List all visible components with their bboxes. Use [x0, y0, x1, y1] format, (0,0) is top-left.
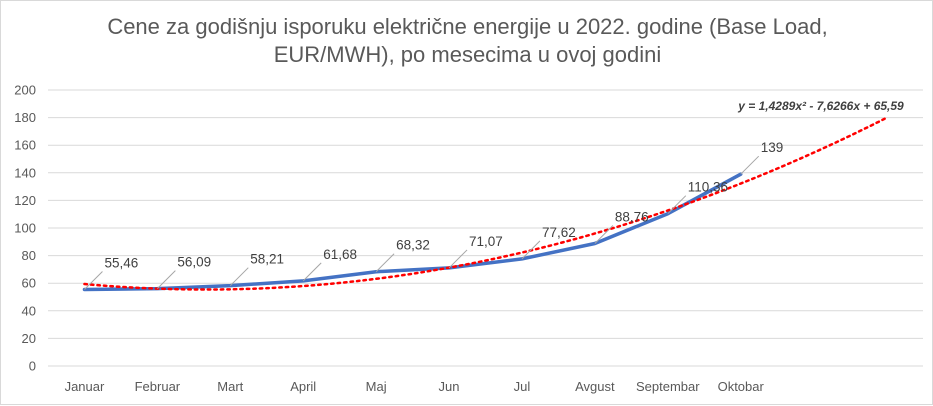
y-tick-label: 20	[22, 331, 36, 346]
data-label: 71,07	[469, 234, 503, 249]
y-tick-label: 0	[29, 359, 36, 374]
data-label: 88,76	[615, 210, 649, 225]
data-label-leader	[521, 240, 541, 260]
data-label-leader	[594, 225, 614, 244]
x-tick-label: Avgust	[575, 379, 615, 394]
chart-title-line1: Cene za godišnju isporuku električne ene…	[107, 14, 828, 39]
x-tick-label: Jul	[514, 379, 531, 394]
y-tick-label: 60	[22, 276, 36, 291]
y-tick-label: 100	[14, 221, 36, 236]
x-tick-label: Oktobar	[718, 379, 765, 394]
y-tick-label: 40	[22, 303, 36, 318]
data-label: 139	[761, 140, 784, 155]
y-tick-label: 140	[14, 165, 36, 180]
data-label: 110,36	[688, 180, 728, 195]
y-tick-label: 120	[14, 193, 36, 208]
data-label-leader	[740, 155, 760, 175]
x-tick-label: Jun	[439, 379, 460, 394]
x-tick-label: Mart	[217, 379, 243, 394]
x-tick-label: Septembar	[636, 379, 700, 394]
y-tick-label: 80	[22, 248, 36, 263]
data-label-leader	[157, 270, 176, 289]
trendline-equation: y = 1,4289x² - 7,6266x + 65,59	[737, 99, 904, 113]
y-tick-label: 200	[14, 83, 36, 98]
data-label: 55,46	[104, 255, 138, 270]
data-label-leader	[448, 249, 468, 269]
x-tick-label: April	[290, 379, 316, 394]
chart-title-line2: EUR/MWH), po mesecima u ovoj godini	[273, 42, 662, 67]
data-label-leader	[229, 267, 249, 287]
data-label: 68,32	[396, 238, 430, 253]
series-line	[82, 172, 743, 292]
data-label-leader	[375, 253, 395, 273]
x-tick-label: Februar	[135, 379, 181, 394]
data-label: 58,21	[250, 252, 284, 267]
data-label: 56,09	[177, 255, 211, 270]
data-label-leader	[667, 195, 687, 215]
data-label: 77,62	[542, 225, 576, 240]
x-tick-label: Januar	[65, 379, 105, 394]
data-label-leader	[84, 271, 103, 290]
chart-title: Cene za godišnju isporuku električne ene…	[1, 13, 933, 69]
x-tick-label: Maj	[366, 379, 387, 394]
data-label: 61,68	[323, 247, 357, 262]
trendline	[83, 116, 888, 291]
y-tick-label: 160	[14, 138, 36, 153]
y-tick-label: 180	[14, 110, 36, 125]
data-label-leader	[302, 262, 322, 282]
